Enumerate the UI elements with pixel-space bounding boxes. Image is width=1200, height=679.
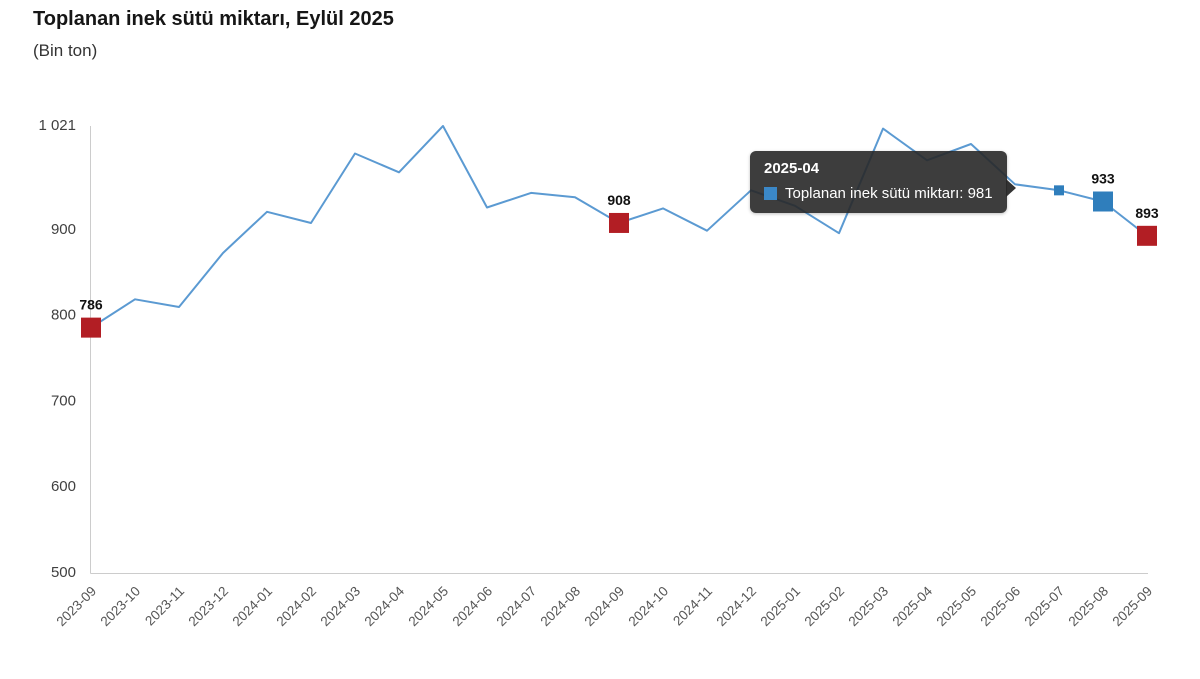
- x-axis-tick-label: 2024-05: [405, 584, 451, 630]
- x-axis-tick-label: 2024-11: [670, 584, 715, 629]
- tooltip-series-swatch-icon: [764, 187, 777, 200]
- data-point-marker[interactable]: [1137, 225, 1157, 246]
- x-axis-tick-label: 2025-07: [1021, 584, 1067, 630]
- y-axis-tick-label: 600: [51, 478, 76, 495]
- x-axis-tick-label: 2025-08: [1065, 584, 1111, 630]
- chart-subtitle: (Bin ton): [33, 41, 98, 60]
- x-axis-tick-label: 2025-06: [977, 584, 1023, 630]
- x-axis-tick-label: 2024-07: [493, 584, 539, 630]
- y-axis-tick-label: 800: [51, 307, 76, 324]
- y-axis-tick-label: 700: [51, 392, 76, 409]
- data-point-marker[interactable]: [609, 212, 629, 233]
- chart-tooltip: 2025-04 Toplanan inek sütü miktarı: 981: [750, 151, 1016, 213]
- tooltip-header: 2025-04: [764, 160, 820, 177]
- x-axis-tick-label: 2025-04: [889, 583, 935, 629]
- x-axis-tick-label: 2024-04: [361, 583, 407, 629]
- data-point-marker[interactable]: [1054, 185, 1064, 196]
- data-point-marker[interactable]: [1093, 191, 1113, 212]
- x-axis-tick-label: 2024-03: [317, 584, 363, 630]
- data-point-label: 893: [1135, 205, 1159, 221]
- data-point-label: 933: [1091, 171, 1115, 187]
- x-axis-tick-label: 2025-05: [933, 584, 979, 630]
- data-point-label: 786: [79, 297, 103, 313]
- x-axis-tick-label: 2024-10: [625, 584, 671, 630]
- x-axis-tick-label: 2024-09: [581, 584, 627, 630]
- chart-title: Toplanan inek sütü miktarı, Eylül 2025: [33, 8, 394, 30]
- x-axis-tick-label: 2024-02: [273, 584, 319, 630]
- tooltip-arrow-icon: [1005, 179, 1016, 197]
- x-axis-tick-label: 2024-12: [713, 584, 759, 630]
- y-axis-tick-label: 500: [51, 564, 76, 581]
- x-axis-tick-label: 2023-12: [185, 584, 231, 630]
- data-point-marker[interactable]: [81, 317, 101, 338]
- y-axis-tick-label: 1 021: [38, 117, 76, 134]
- x-axis-tick-label: 2025-01: [757, 584, 803, 630]
- x-axis-tick-label: 2025-09: [1109, 584, 1155, 630]
- data-point-label: 908: [607, 192, 631, 208]
- x-axis-tick-label: 2024-06: [449, 584, 495, 630]
- x-axis-tick-label: 2023-09: [53, 584, 99, 630]
- y-axis-tick-label: 900: [51, 221, 76, 238]
- x-axis-tick-label: 2024-08: [537, 584, 583, 630]
- x-axis-tick-label: 2025-03: [845, 584, 891, 630]
- x-axis-tick-label: 2023-11: [142, 584, 187, 629]
- tooltip-series-row: Toplanan inek sütü miktarı: 981: [764, 185, 993, 202]
- tooltip-series-text: Toplanan inek sütü miktarı: 981: [785, 185, 993, 202]
- x-axis-tick-label: 2023-10: [97, 584, 143, 630]
- x-axis-tick-label: 2025-02: [801, 584, 847, 630]
- x-axis-tick-label: 2024-01: [229, 584, 275, 630]
